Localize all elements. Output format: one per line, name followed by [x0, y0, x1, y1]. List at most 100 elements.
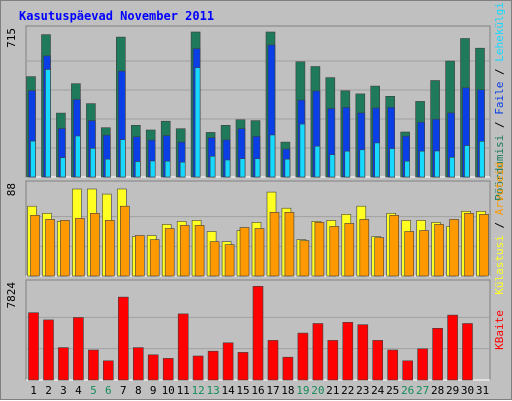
legend-text: Pöördumisi / Faile / Lehekülgi [493, 2, 506, 201]
bar-kbytes-KBaite-day-24 [372, 340, 384, 381]
chart-panels: 715 Pöördumisi / Faile / Lehekülgi 88 Külas… [5, 2, 506, 381]
x-tick-day-23: 23 [356, 384, 369, 397]
y-max-label: 715 [5, 28, 18, 48]
bar-requests-Lehekülgi-day-5 [90, 148, 96, 178]
x-tick-day-19: 19 [296, 384, 309, 397]
bar-requests-Lehekülgi-day-22 [344, 150, 351, 178]
bar-hits_sites-Arvuteid-day-24 [374, 237, 385, 277]
x-tick-day-12: 12 [191, 384, 204, 397]
legend-separator: / [493, 115, 506, 135]
legend-hits_sites: Külastusi / Arvuteid [493, 162, 506, 294]
bar-requests-Lehekülgi-day-6 [105, 158, 111, 178]
bar-kbytes-KBaite-day-6 [103, 360, 114, 381]
bar-requests-Lehekülgi-day-17 [269, 134, 276, 178]
legend-item-Lehekülgi: Lehekülgi [493, 2, 506, 62]
x-tick-day-16: 16 [251, 384, 264, 397]
bar-requests-Lehekülgi-day-26 [404, 160, 411, 178]
x-tick-day-7: 7 [120, 384, 127, 397]
bar-requests-Lehekülgi-day-18 [284, 158, 291, 178]
bar-kbytes-KBaite-day-5 [88, 349, 99, 381]
bar-kbytes-KBaite-day-4 [73, 317, 84, 381]
panel-kbytes: 7824 KBaite [5, 279, 506, 381]
bar-requests-Lehekülgi-day-3 [60, 157, 66, 178]
bar-requests-Lehekülgi-day-29 [449, 157, 455, 178]
bar-kbytes-KBaite-day-3 [58, 347, 69, 381]
bar-kbytes-KBaite-day-16 [252, 285, 264, 381]
bar-kbytes-KBaite-day-20 [312, 323, 324, 381]
bar-hits_sites-Arvuteid-day-21 [329, 226, 340, 277]
bar-requests-Lehekülgi-day-20 [314, 145, 321, 178]
bar-requests-Lehekülgi-day-15 [239, 158, 246, 178]
bar-kbytes-KBaite-day-11 [177, 313, 189, 381]
bar-kbytes-KBaite-day-12 [192, 355, 204, 381]
x-tick-day-13: 13 [206, 384, 219, 397]
bar-requests-Lehekülgi-day-21 [329, 154, 336, 178]
bar-requests-Lehekülgi-day-25 [389, 148, 396, 178]
bar-kbytes-KBaite-day-21 [327, 340, 339, 381]
x-tick-day-31: 31 [476, 384, 489, 397]
panel-requests: 715 Pöördumisi / Faile / Lehekülgi [5, 2, 506, 201]
legend-kbytes: KBaite [493, 310, 506, 350]
bar-requests-Lehekülgi-day-28 [434, 150, 440, 178]
bar-kbytes-KBaite-day-18 [282, 356, 294, 381]
bar-kbytes-KBaite-day-14 [222, 342, 234, 381]
x-tick-day-10: 10 [162, 384, 175, 397]
x-tick-day-18: 18 [281, 384, 294, 397]
bar-kbytes-KBaite-day-2 [43, 319, 54, 381]
x-axis-day-labels: 1 2 3 4 5 6 7 8 9 10 11 12 13 14 15 16 17 18 19 20 21 22 23 24 2… [30, 384, 489, 397]
bar-requests-Lehekülgi-day-2 [45, 69, 51, 178]
bar-hits_sites-Arvuteid-day-27 [419, 230, 429, 277]
bar-hits_sites-Arvuteid-day-26 [404, 231, 415, 277]
legend-item-Külastusi: Külastusi [493, 235, 506, 295]
bar-kbytes-KBaite-day-28 [432, 327, 443, 381]
bar-requests-Lehekülgi-day-13 [209, 156, 216, 178]
bar-requests-Lehekülgi-day-1 [30, 140, 36, 178]
bar-requests-Lehekülgi-day-23 [359, 149, 366, 178]
bar-hits_sites-Arvuteid-day-4 [75, 218, 85, 277]
series-Lehekülgi [30, 67, 485, 178]
legend-separator: / [493, 62, 506, 82]
bar-kbytes-KBaite-day-1 [28, 312, 39, 381]
x-tick-day-22: 22 [341, 384, 354, 397]
x-tick-day-2: 2 [45, 384, 52, 397]
bar-kbytes-KBaite-day-9 [147, 354, 159, 381]
x-tick-day-21: 21 [326, 384, 339, 397]
x-tick-day-29: 29 [446, 384, 459, 397]
bar-kbytes-KBaite-day-10 [162, 358, 174, 381]
legend-item-Faile: Faile [493, 82, 506, 115]
bar-hits_sites-Arvuteid-day-16 [254, 228, 265, 277]
bar-kbytes-KBaite-day-29 [447, 314, 458, 381]
bar-kbytes-KBaite-day-7 [118, 296, 129, 381]
bar-hits_sites-Arvuteid-day-9 [149, 239, 160, 277]
bar-kbytes-KBaite-day-23 [357, 324, 369, 381]
x-tick-day-24: 24 [371, 384, 385, 397]
x-tick-day-28: 28 [431, 384, 444, 397]
x-tick-day-1: 1 [30, 384, 37, 397]
legend-separator: / [493, 215, 506, 235]
bar-requests-Lehekülgi-day-11 [179, 161, 186, 178]
bar-kbytes-KBaite-day-19 [297, 332, 309, 381]
bar-hits_sites-Arvuteid-day-6 [105, 220, 115, 277]
bar-hits_sites-Arvuteid-day-10 [164, 228, 175, 277]
chart-title: Kasutuspäevad November 2011 [19, 9, 214, 23]
bar-requests-Lehekülgi-day-19 [299, 123, 306, 178]
bar-hits_sites-Arvuteid-day-30 [464, 213, 474, 277]
bar-hits_sites-Arvuteid-day-18 [284, 212, 295, 277]
bar-hits_sites-Arvuteid-day-2 [45, 219, 55, 277]
bar-requests-Lehekülgi-day-8 [135, 161, 141, 178]
bar-hits_sites-Arvuteid-day-15 [239, 227, 250, 277]
bar-requests-Lehekülgi-day-14 [224, 159, 231, 178]
bar-hits_sites-Arvuteid-day-31 [479, 214, 489, 277]
bar-hits_sites-Arvuteid-day-8 [135, 235, 145, 277]
x-tick-day-30: 30 [461, 384, 474, 397]
legend-item-Arvuteid: Arvuteid [493, 162, 506, 215]
x-tick-day-8: 8 [135, 384, 142, 397]
bar-hits_sites-Arvuteid-day-12 [194, 225, 205, 277]
bar-requests-Lehekülgi-day-27 [419, 150, 425, 178]
bar-hits_sites-Arvuteid-day-11 [179, 225, 190, 277]
bar-hits_sites-Arvuteid-day-3 [60, 220, 70, 277]
series-Faile [28, 44, 485, 178]
x-tick-day-6: 6 [105, 384, 112, 397]
bar-hits_sites-Arvuteid-day-17 [269, 212, 280, 277]
legend-item-KBaite: KBaite [493, 310, 506, 350]
